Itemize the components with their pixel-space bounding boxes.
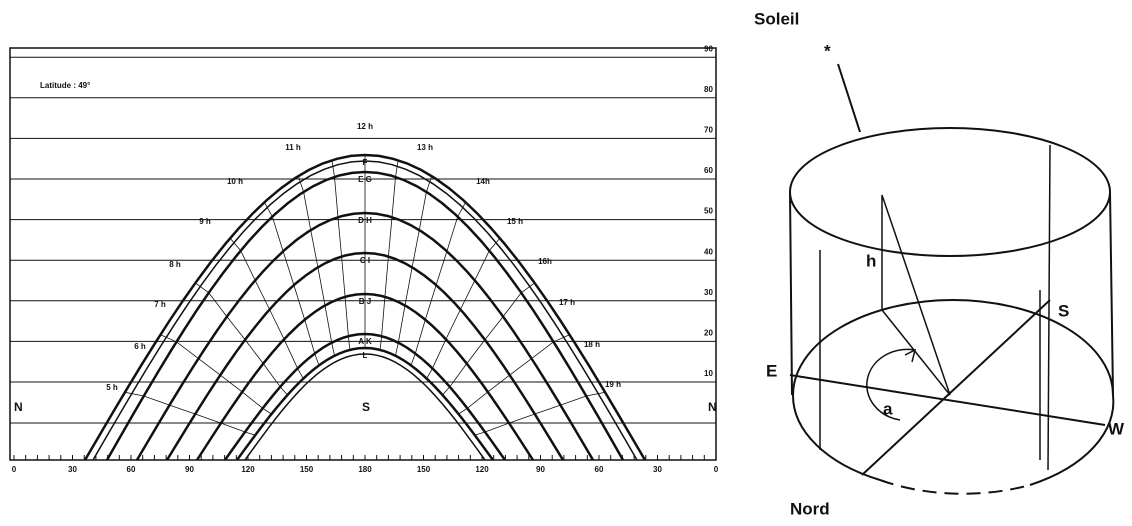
sun: Soleil <box>754 9 799 28</box>
hour-label: 14h <box>476 177 490 186</box>
curve-letter: A K <box>358 337 372 346</box>
hour-label: 18 h <box>584 340 600 349</box>
north-right: N <box>708 400 717 414</box>
x-tick-label: 60 <box>595 465 604 474</box>
north-left: N <box>14 400 23 414</box>
cylinder <box>790 64 1113 494</box>
x-tick-label: 90 <box>185 465 194 474</box>
hour-label: 13 h <box>417 143 433 152</box>
north-south <box>862 300 1050 475</box>
x-tick-label: 150 <box>417 465 431 474</box>
bottom-front <box>793 395 880 480</box>
x-tick-label: 60 <box>127 465 136 474</box>
hour-label: 17 h <box>559 298 575 307</box>
hour-label: 5 h <box>106 383 118 392</box>
y-tick-label: 80 <box>704 85 713 94</box>
x-tick-label: 150 <box>300 465 314 474</box>
west: W <box>1108 419 1125 438</box>
hour-line <box>125 392 255 435</box>
x-tick-label: 30 <box>653 465 662 474</box>
sun-chart <box>10 48 716 460</box>
curve-letter: F <box>363 158 368 167</box>
side <box>1110 192 1113 395</box>
height: h <box>866 251 876 270</box>
star: * <box>824 41 831 60</box>
top-ellipse <box>790 128 1110 256</box>
curve-letter: E G <box>358 175 372 184</box>
figure: Latitude : 49° N S N Soleil * h S E W a … <box>0 0 1132 526</box>
x-tick-label: 0 <box>12 465 17 474</box>
azimuth: a <box>883 399 893 418</box>
x-tick-label: 30 <box>68 465 77 474</box>
edge <box>1048 145 1050 470</box>
hour-label: 16h <box>538 257 552 266</box>
bottom-dashed <box>880 480 1030 494</box>
side <box>790 192 792 395</box>
south: S <box>362 400 370 414</box>
hour-line <box>396 176 432 356</box>
north: Nord <box>790 499 830 518</box>
y-tick-label: 40 <box>704 247 713 256</box>
south-dir: S <box>1058 301 1069 320</box>
hour-label: 11 h <box>285 143 301 152</box>
hour-line <box>195 283 287 395</box>
y-tick-label: 60 <box>704 166 713 175</box>
hour-label: 7 h <box>154 300 166 309</box>
east-west <box>790 375 1105 425</box>
sun-ray <box>838 64 860 132</box>
x-tick-label: 120 <box>475 465 489 474</box>
curve-letter: B J <box>359 297 371 306</box>
y-tick-label: 90 <box>704 44 713 53</box>
latitude: Latitude : 49° <box>40 81 90 90</box>
hour-line <box>298 176 334 356</box>
bottom-front-right <box>1030 395 1113 485</box>
y-tick-label: 30 <box>704 288 713 297</box>
east: E <box>766 361 777 380</box>
hour-line <box>475 392 605 435</box>
y-tick-label: 20 <box>704 329 713 338</box>
x-tick-label: 120 <box>241 465 255 474</box>
hour-label: 15 h <box>507 217 523 226</box>
curve-letter: L <box>363 351 368 360</box>
hour-label: 10 h <box>227 177 243 186</box>
y-tick-label: 50 <box>704 207 713 216</box>
hour-label: 19 h <box>605 380 621 389</box>
sun-triangle <box>882 195 950 395</box>
arrow-head <box>905 350 915 362</box>
hour-line <box>443 283 535 395</box>
y-tick-label: 10 <box>704 369 713 378</box>
hour-label: 8 h <box>169 260 181 269</box>
hour-label: 6 h <box>134 342 146 351</box>
x-tick-label: 90 <box>536 465 545 474</box>
curve-letter: D H <box>358 216 372 225</box>
hour-label: 12 h <box>357 122 373 131</box>
hour-label: 9 h <box>199 217 211 226</box>
x-tick-label: 180 <box>358 465 372 474</box>
curve-letter: C I <box>360 256 370 265</box>
x-tick-label: 0 <box>714 465 719 474</box>
y-tick-label: 70 <box>704 126 713 135</box>
